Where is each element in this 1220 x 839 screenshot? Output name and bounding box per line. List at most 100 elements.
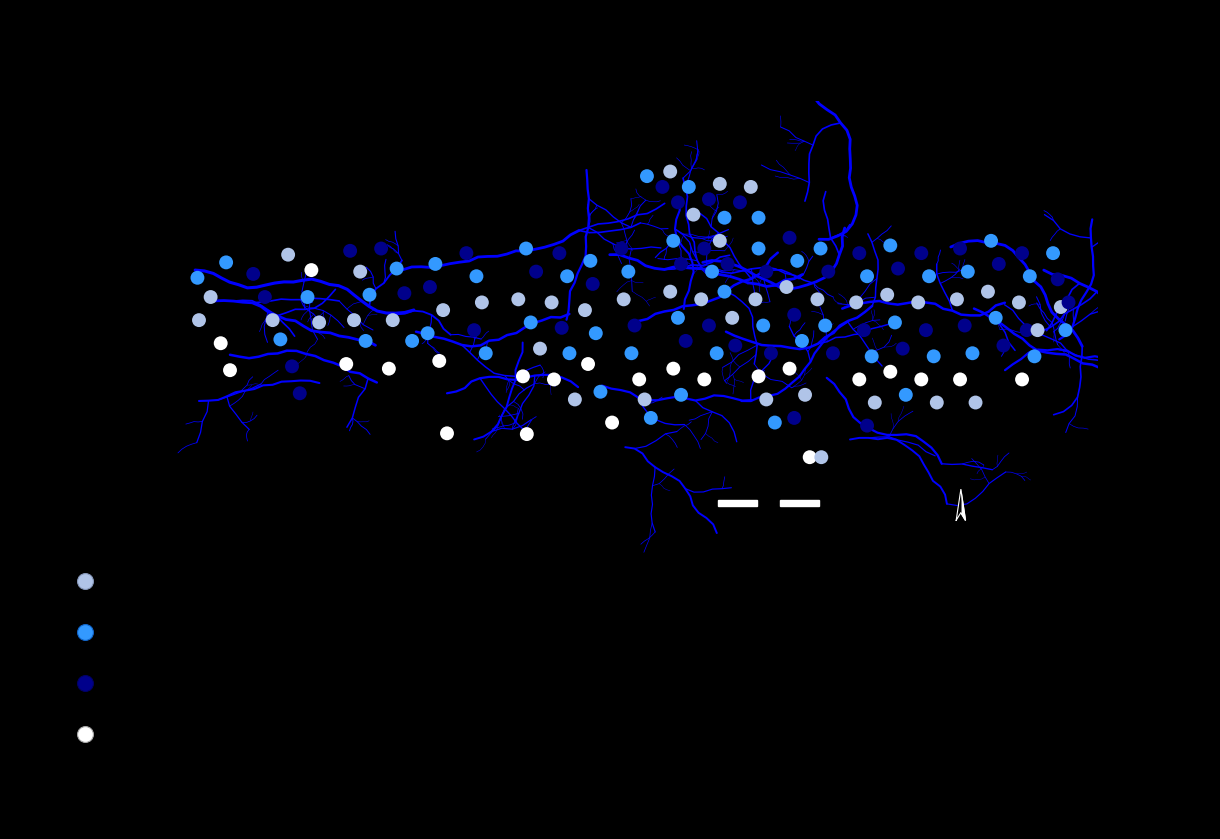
Point (514, 370, 533, 383)
Point (509, 293, 528, 306)
Point (877, 288, 897, 301)
Point (630, 373, 649, 386)
Point (301, 263, 321, 277)
Point (74, 676, 94, 690)
Point (426, 258, 445, 271)
Point (692, 293, 711, 306)
Point (671, 258, 691, 271)
Point (1043, 247, 1063, 260)
Point (788, 254, 808, 268)
Point (394, 286, 414, 300)
Point (800, 451, 820, 464)
Point (586, 326, 605, 340)
Point (211, 336, 231, 350)
Point (531, 342, 550, 356)
Point (858, 269, 877, 283)
Point (726, 339, 745, 352)
Point (298, 290, 317, 304)
Point (784, 308, 804, 321)
Text: waterstanden verwacht: waterstanden verwacht (107, 740, 266, 753)
Point (780, 362, 799, 375)
Point (340, 244, 360, 258)
Point (955, 319, 975, 332)
Point (581, 254, 600, 268)
Point (403, 334, 422, 347)
Point (680, 180, 699, 194)
Text: Alleen bij nat weer: Alleen bij nat weer (107, 574, 233, 587)
Point (893, 342, 913, 356)
Point (993, 339, 1013, 352)
Point (986, 311, 1005, 325)
Point (660, 164, 680, 178)
Point (722, 311, 742, 325)
Point (1020, 269, 1039, 283)
Point (262, 314, 282, 327)
Point (715, 211, 734, 224)
Point (669, 195, 688, 209)
Point (360, 288, 379, 301)
Point (811, 242, 831, 255)
Point (671, 388, 691, 402)
Point (863, 350, 882, 363)
Point (694, 242, 714, 255)
Point (550, 247, 570, 260)
Point (715, 285, 734, 299)
Point (886, 315, 905, 329)
Point (278, 248, 298, 262)
Point (467, 269, 487, 283)
Point (881, 239, 900, 253)
Point (710, 234, 730, 248)
Point (418, 326, 438, 340)
Point (653, 180, 672, 194)
Point (521, 315, 540, 329)
Point (622, 347, 642, 360)
Point (849, 247, 869, 260)
Point (706, 347, 726, 360)
Point (947, 293, 966, 306)
Point (950, 373, 970, 386)
Point (699, 319, 719, 332)
Point (849, 373, 869, 386)
Text: Zelfs bij droog weer: Zelfs bij droog weer (107, 676, 240, 690)
Point (290, 387, 310, 400)
Point (583, 277, 603, 290)
Point (765, 416, 784, 430)
Point (717, 258, 737, 271)
Text: Ook bij normaal weer: Ook bij normaal weer (107, 625, 250, 638)
Point (558, 269, 577, 283)
Point (74, 574, 94, 587)
Point (201, 290, 221, 304)
Point (625, 319, 644, 332)
Polygon shape (961, 489, 965, 520)
Point (909, 295, 928, 309)
Point (710, 177, 730, 190)
Point (1052, 300, 1071, 314)
Point (815, 319, 834, 332)
Point (664, 234, 683, 248)
Point (590, 385, 610, 399)
Point (472, 295, 492, 309)
Point (634, 393, 654, 406)
Point (745, 293, 765, 306)
Point (756, 393, 776, 406)
Bar (781, 500, 819, 507)
Point (542, 295, 561, 309)
Point (660, 285, 680, 299)
Point (433, 304, 453, 317)
Point (603, 416, 622, 430)
Point (465, 323, 484, 336)
Point (74, 727, 94, 741)
Point (924, 350, 943, 363)
Point (282, 360, 301, 373)
Point (978, 285, 998, 299)
Point (1013, 247, 1032, 260)
Point (784, 411, 804, 425)
Point (749, 242, 769, 255)
Point (1055, 323, 1075, 336)
Point (74, 625, 94, 638)
Point (819, 265, 838, 279)
Point (703, 265, 722, 279)
Point (963, 347, 982, 360)
Point (676, 334, 695, 347)
Point (1009, 295, 1028, 309)
